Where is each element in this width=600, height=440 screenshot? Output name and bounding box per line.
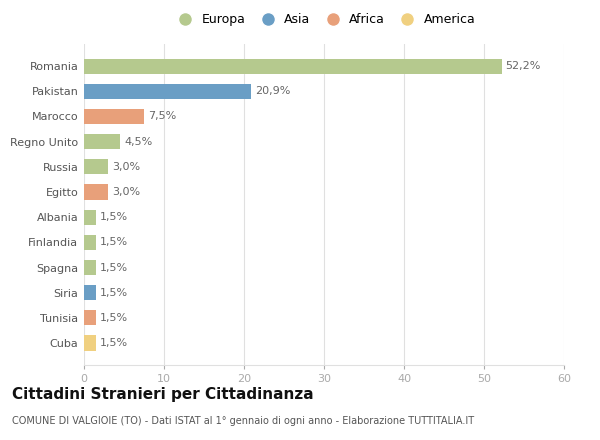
Bar	[84, 310, 96, 326]
Text: 3,0%: 3,0%	[112, 162, 140, 172]
Bar	[84, 59, 502, 74]
Text: 3,0%: 3,0%	[112, 187, 140, 197]
Text: Cittadini Stranieri per Cittadinanza: Cittadini Stranieri per Cittadinanza	[12, 387, 314, 402]
Bar	[84, 134, 120, 149]
Bar	[84, 260, 96, 275]
Legend: Europa, Asia, Africa, America: Europa, Asia, Africa, America	[167, 8, 481, 31]
Text: 4,5%: 4,5%	[124, 137, 152, 147]
Bar	[84, 285, 96, 300]
Bar	[84, 184, 108, 200]
Text: 1,5%: 1,5%	[100, 237, 128, 247]
Bar	[84, 209, 96, 225]
Text: 1,5%: 1,5%	[100, 263, 128, 272]
Text: 7,5%: 7,5%	[148, 111, 176, 121]
Bar	[84, 84, 251, 99]
Text: COMUNE DI VALGIOIE (TO) - Dati ISTAT al 1° gennaio di ogni anno - Elaborazione T: COMUNE DI VALGIOIE (TO) - Dati ISTAT al …	[12, 416, 474, 426]
Text: 1,5%: 1,5%	[100, 313, 128, 323]
Bar	[84, 235, 96, 250]
Bar	[84, 335, 96, 351]
Text: 1,5%: 1,5%	[100, 288, 128, 298]
Text: 1,5%: 1,5%	[100, 338, 128, 348]
Bar	[84, 159, 108, 174]
Text: 20,9%: 20,9%	[255, 86, 290, 96]
Text: 1,5%: 1,5%	[100, 212, 128, 222]
Bar	[84, 109, 144, 124]
Text: 52,2%: 52,2%	[506, 61, 541, 71]
